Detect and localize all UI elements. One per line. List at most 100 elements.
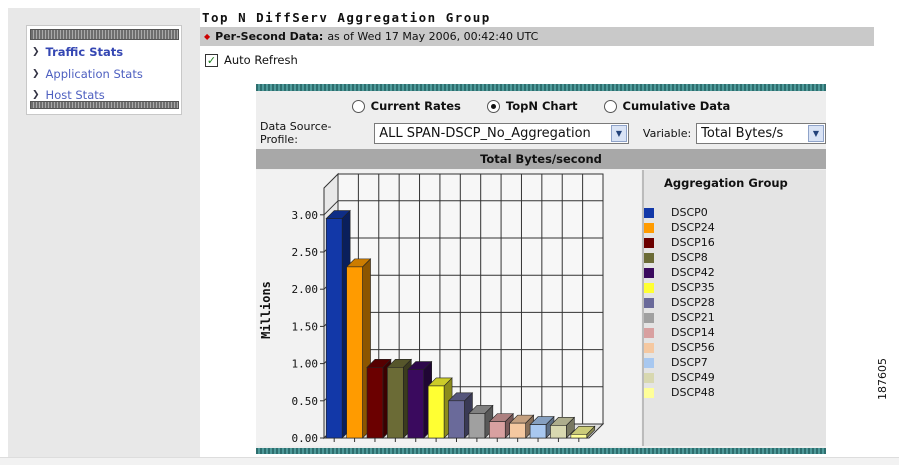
y-axis-label: Millions <box>259 281 273 339</box>
y-tick-label: 0.00 <box>292 432 319 445</box>
bar <box>489 421 506 439</box>
chevron-right-icon: ❯ <box>32 47 40 57</box>
checkmark-icon: ✓ <box>206 53 217 67</box>
sidebar-item-label: Traffic Stats <box>45 45 124 59</box>
bar-chart: 0.00 0.50 1.00 1.50 2.00 2.50 3.00 Millions <box>259 172 605 445</box>
y-tick-label: 3.00 <box>292 209 319 222</box>
radio-cumulative-data[interactable]: Cumulative Data <box>603 96 730 116</box>
bar <box>346 266 363 439</box>
radio-label: TopN Chart <box>505 99 578 113</box>
legend-label: DSCP7 <box>671 356 708 369</box>
legend-label: DSCP21 <box>671 311 715 324</box>
bottom-scrollbar[interactable] <box>0 457 899 465</box>
sidebar-item-label: Application Stats <box>45 67 143 81</box>
legend-item: DSCP16 <box>644 235 715 250</box>
chart-title: Total Bytes/second <box>256 149 826 169</box>
legend-swatch <box>644 222 654 233</box>
legend-swatch <box>644 282 654 293</box>
sidebar-nav: ❯ Traffic Stats ❯ Application Stats ❯ Ho… <box>26 25 182 115</box>
legend-swatch <box>644 372 654 383</box>
y-tick-label: 2.00 <box>292 283 319 296</box>
legend-label: DSCP49 <box>671 371 715 384</box>
legend-label: DSCP42 <box>671 266 715 279</box>
bar <box>550 425 567 439</box>
legend-swatch <box>644 312 654 323</box>
bar <box>325 218 343 439</box>
legend-item: DSCP28 <box>644 295 715 310</box>
legend-label: DSCP56 <box>671 341 715 354</box>
bar <box>387 367 404 439</box>
legend-item: DSCP0 <box>644 205 708 220</box>
bar <box>448 400 465 439</box>
chevron-right-icon: ❯ <box>32 90 40 100</box>
variable-label: Variable: <box>642 126 692 140</box>
bar <box>570 433 588 439</box>
radio-label: Current Rates <box>370 99 461 113</box>
bar <box>529 424 547 439</box>
radio-topn-chart[interactable]: TopN Chart <box>486 96 578 116</box>
legend-label: DSCP8 <box>671 251 708 264</box>
legend-swatch <box>644 207 654 218</box>
legend-label: DSCP0 <box>671 206 708 219</box>
legend-item: DSCP48 <box>644 385 715 400</box>
radio-current-rates[interactable]: Current Rates <box>351 96 461 116</box>
chevron-down-icon[interactable]: ▼ <box>808 124 824 142</box>
legend-swatch <box>644 342 654 353</box>
variable-select[interactable]: Total Bytes/s ▼ <box>696 122 826 144</box>
y-tick-label: 1.50 <box>292 320 319 333</box>
sidebar-item-traffic-stats[interactable]: ❯ Traffic Stats <box>32 45 123 59</box>
legend-label: DSCP16 <box>671 236 715 249</box>
chevron-down-icon[interactable]: ▼ <box>610 124 627 142</box>
sidebar-footer-bar <box>30 101 179 109</box>
sidebar-item-host-stats[interactable]: ❯ Host Stats <box>32 88 105 102</box>
bar <box>366 367 384 439</box>
sidebar-item-label: Host Stats <box>45 88 105 102</box>
legend-label: DSCP48 <box>671 386 715 399</box>
auto-refresh-label: Auto Refresh <box>224 53 298 67</box>
y-tick-label: 2.50 <box>292 246 319 259</box>
legend <box>642 170 826 446</box>
sidebar-item-application-stats[interactable]: ❯ Application Stats <box>32 67 143 81</box>
bar <box>468 413 486 439</box>
legend-swatch <box>644 267 654 278</box>
legend-title: Aggregation Group <box>664 176 788 190</box>
data-source-controls: Data Source-Profile: ALL SPAN-DSCP_No_Ag… <box>260 120 826 146</box>
radio-button[interactable] <box>351 99 365 113</box>
bar <box>509 422 526 439</box>
panel-top-border <box>256 84 826 91</box>
legend-label: DSCP35 <box>671 281 715 294</box>
status-label: Per-Second Data: <box>215 30 324 43</box>
legend-item: DSCP7 <box>644 355 708 370</box>
legend-item: DSCP49 <box>644 370 715 385</box>
figure-code: 187605 <box>876 358 889 400</box>
legend-item: DSCP56 <box>644 340 715 355</box>
view-mode-radio-group: Current Rates TopN Chart Cumulative Data <box>256 96 826 116</box>
legend-item: DSCP14 <box>644 325 715 340</box>
source-profile-select[interactable]: ALL SPAN-DSCP_No_Aggregation ▼ <box>374 122 629 144</box>
sidebar-header-bar <box>30 29 179 40</box>
legend-swatch <box>644 357 654 368</box>
source-profile-value: ALL SPAN-DSCP_No_Aggregation <box>379 125 591 141</box>
radio-button[interactable] <box>603 99 617 113</box>
y-tick-label: 1.00 <box>292 358 319 371</box>
legend-item: DSCP8 <box>644 250 708 265</box>
auto-refresh-checkbox[interactable]: ✓ <box>205 53 218 67</box>
diamond-icon: ◆ <box>204 32 211 41</box>
bar <box>407 369 424 439</box>
bar <box>427 385 445 439</box>
auto-refresh-toggle[interactable]: ✓ Auto Refresh <box>205 53 298 67</box>
legend-swatch <box>644 327 654 338</box>
chart-area: 0.00 0.50 1.00 1.50 2.00 2.50 3.00 Millions <box>256 170 641 446</box>
status-timestamp: as of Wed 17 May 2006, 00:42:40 UTC <box>327 30 539 43</box>
legend-swatch <box>644 237 654 248</box>
radio-button[interactable] <box>486 99 500 113</box>
chevron-right-icon: ❯ <box>32 69 40 79</box>
legend-label: DSCP24 <box>671 221 715 234</box>
status-bar: ◆ Per-Second Data: as of Wed 17 May 2006… <box>200 27 874 46</box>
source-profile-label: Data Source-Profile: <box>260 120 332 146</box>
legend-label: DSCP14 <box>671 326 715 339</box>
panel-bottom-border <box>256 448 826 454</box>
right-margin <box>874 8 899 457</box>
legend-item: DSCP35 <box>644 280 715 295</box>
